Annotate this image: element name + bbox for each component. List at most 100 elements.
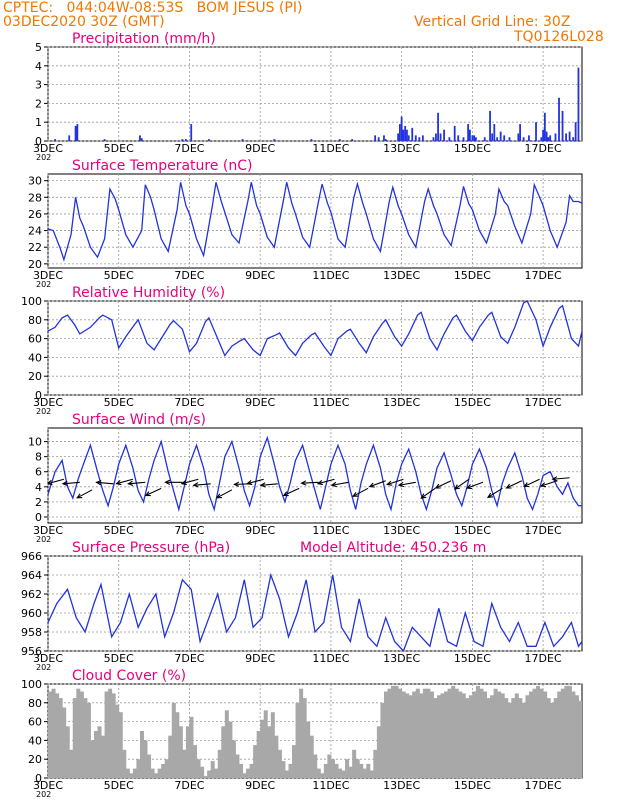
precip-bar bbox=[407, 135, 410, 141]
precip-bar bbox=[400, 116, 403, 141]
temperature-xtick-label: 3DEC bbox=[33, 269, 63, 282]
pressure-ytick-label: 964 bbox=[21, 569, 42, 582]
cloud-bar bbox=[207, 770, 212, 778]
precip-bar bbox=[74, 125, 77, 141]
cloud-bar bbox=[214, 768, 219, 778]
cloud-bar bbox=[161, 763, 166, 778]
cloud-bar bbox=[235, 754, 240, 778]
precip-bar bbox=[493, 124, 496, 141]
cloud-bar bbox=[433, 698, 438, 778]
precip-bar bbox=[190, 124, 193, 141]
cloud-bar bbox=[55, 693, 60, 778]
pressure-line bbox=[48, 572, 582, 651]
temperature-panel: 20 22 24 26 28 30 3DEC 5DEC 7DEC 9DEC 11DEC 13DEC 15… bbox=[28, 158, 583, 289]
cloud-bar bbox=[373, 749, 378, 778]
cloud-bar bbox=[288, 763, 293, 778]
cloud-bar bbox=[231, 740, 236, 778]
cloud-bar bbox=[461, 693, 466, 778]
cloud-bar bbox=[210, 761, 215, 778]
cloud-bar bbox=[550, 702, 555, 778]
cloud-bar bbox=[440, 693, 445, 778]
precip-bar bbox=[565, 133, 567, 141]
precipitation-xtick-label: 15DEC bbox=[454, 142, 491, 155]
wind-arrow bbox=[246, 478, 264, 486]
cloud-bar bbox=[574, 695, 579, 778]
cloud-bar bbox=[189, 716, 194, 778]
cloud-bar bbox=[246, 768, 251, 778]
cloud-bar bbox=[521, 702, 526, 778]
wind-data bbox=[48, 435, 582, 512]
cloud-bar bbox=[497, 691, 502, 778]
cloud-cover-ytick-label: 40 bbox=[28, 734, 42, 747]
cloud-bar bbox=[83, 698, 88, 778]
cloud-bar bbox=[171, 702, 176, 778]
precipitation-xtick-sub: 202 bbox=[36, 153, 51, 162]
cloud-bar bbox=[299, 688, 304, 778]
wind-arrow bbox=[551, 476, 570, 482]
humidity-ytick-label: 40 bbox=[28, 351, 42, 364]
cloud-bar bbox=[104, 691, 109, 778]
pressure-xtick-label: 11DEC bbox=[312, 652, 349, 665]
cloud-bar bbox=[355, 759, 360, 778]
cloud-bar bbox=[154, 773, 159, 778]
wind-arrow bbox=[330, 481, 349, 488]
cloud-bar bbox=[486, 698, 491, 778]
precip-bar bbox=[554, 133, 557, 141]
precip-bar bbox=[437, 112, 439, 141]
cloud-bar bbox=[139, 731, 144, 778]
precip-bar bbox=[558, 97, 560, 141]
humidity-ytick-label: 20 bbox=[28, 370, 42, 383]
temperature-xtick-label: 15DEC bbox=[454, 269, 491, 282]
cloud-bar bbox=[185, 726, 190, 778]
cloud-cover-xtick-label: 3DEC bbox=[33, 779, 63, 792]
cloud-bar bbox=[422, 688, 427, 778]
cloud-bar bbox=[224, 710, 229, 778]
precipitation-xtick-label: 7DEC bbox=[174, 142, 204, 155]
wind-frame bbox=[47, 427, 583, 524]
cloud-bar bbox=[62, 707, 67, 778]
cloud-bar bbox=[528, 691, 533, 778]
precip-bar bbox=[406, 129, 408, 141]
precip-bar bbox=[543, 112, 546, 141]
cloud-bar bbox=[157, 768, 162, 778]
precip-bar bbox=[273, 139, 276, 141]
cloud-cover-xtick-label: 11DEC bbox=[312, 779, 349, 792]
cloud-bar bbox=[578, 700, 582, 778]
cloud-bar bbox=[337, 768, 343, 778]
cloud-bar bbox=[454, 688, 459, 778]
cloud-bar bbox=[168, 735, 173, 778]
humidity-xtick-label: 17DEC bbox=[525, 396, 562, 409]
cloud-bar bbox=[115, 704, 120, 778]
humidity-data bbox=[48, 301, 582, 357]
wind-xtick-label: 15DEC bbox=[454, 524, 491, 537]
wind-arrow bbox=[115, 478, 134, 486]
precipitation-title: Precipitation (mm/h) bbox=[72, 31, 216, 47]
cloud-bar bbox=[380, 702, 385, 778]
cloud-bar bbox=[86, 702, 91, 778]
cloud-bar bbox=[147, 754, 152, 778]
cloud-bar bbox=[536, 685, 541, 778]
precip-bar bbox=[241, 139, 244, 141]
cloud-bar bbox=[341, 770, 346, 778]
cloud-bar bbox=[543, 691, 548, 778]
cloud-bar bbox=[419, 693, 424, 778]
wind-arrow bbox=[316, 478, 335, 486]
precip-bar bbox=[103, 139, 106, 141]
cloud-bar bbox=[490, 695, 495, 778]
station-header: CPTEC: 044:04W-08:53S BOM JESUS (PI) bbox=[3, 0, 303, 16]
cloud-bar bbox=[507, 702, 512, 778]
wind-arrow bbox=[282, 487, 300, 497]
temperature-xtick-label: 13DEC bbox=[383, 269, 420, 282]
wind-arrow bbox=[164, 479, 183, 485]
wind-arrow bbox=[127, 480, 146, 487]
cloud-bar bbox=[504, 698, 509, 778]
wind-ytick-label: 4 bbox=[35, 481, 42, 494]
precip-bar bbox=[377, 137, 380, 141]
precip-bar bbox=[561, 110, 564, 141]
cloud-bar bbox=[334, 763, 339, 778]
cloud-bar bbox=[345, 759, 350, 778]
wind-ytick-label: 0 bbox=[35, 511, 42, 524]
cloud-cover-panel: 0 20 40 60 80 100 3DEC 5DEC 7DEC 9DEC 11DEC 13DEC 15… bbox=[21, 668, 583, 799]
pressure-data bbox=[48, 572, 582, 651]
wind-arrow bbox=[505, 480, 523, 489]
